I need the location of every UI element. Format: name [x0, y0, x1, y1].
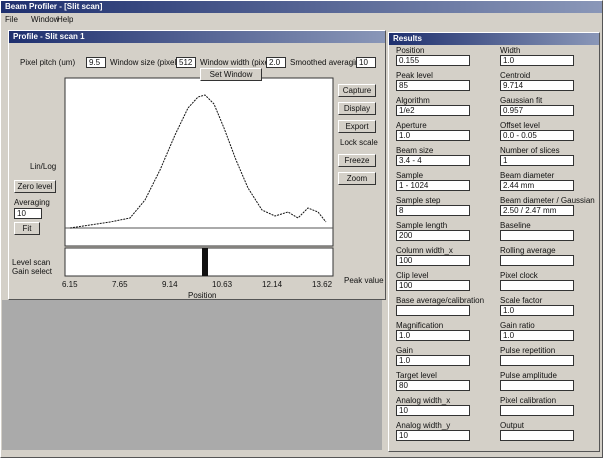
side-button[interactable]: Capture [338, 84, 376, 97]
field-label: Sample length [396, 221, 492, 230]
field-label: Width [500, 46, 596, 55]
control-input[interactable]: 2.0 [266, 57, 286, 68]
field-label: Peak level [396, 71, 492, 80]
averaging-label: Averaging [14, 198, 50, 207]
side-button[interactable]: Export [338, 120, 376, 133]
field-label: Baseline [500, 221, 596, 230]
field-input[interactable] [500, 430, 574, 441]
control-input[interactable]: 512 [176, 57, 196, 68]
side-button[interactable]: Freeze [338, 154, 376, 167]
field-label: Number of slices [500, 146, 596, 155]
x-tick-label: 9.14 [162, 280, 178, 289]
field-input[interactable]: 1.0 [500, 55, 574, 66]
field-input[interactable]: 2.50 / 2.47 mm [500, 205, 574, 216]
field-input[interactable]: 2.44 mm [500, 180, 574, 191]
x-tick-label: 6.15 [62, 280, 78, 289]
field-input[interactable] [500, 255, 574, 266]
level-label: Level scan Gain select [12, 258, 62, 276]
field-input[interactable] [500, 230, 574, 241]
field-label: Gaussian fit [500, 96, 596, 105]
field-input[interactable]: 85 [396, 80, 470, 91]
field-label: Target level [396, 371, 492, 380]
x-tick-label: 10.63 [212, 280, 232, 289]
control-label: Window width (pixels) [200, 58, 266, 67]
field-label: Scale factor [500, 296, 596, 305]
field-input[interactable]: 100 [396, 255, 470, 266]
field-input[interactable]: 80 [396, 380, 470, 391]
set-window-button[interactable]: Set Window [200, 68, 262, 81]
field-input[interactable]: 9.714 [500, 80, 574, 91]
field-label: Offset level [500, 121, 596, 130]
field-label: Pulse repetition [500, 346, 596, 355]
field-label: Beam size [396, 146, 492, 155]
x-tick-label: 13.62 [312, 280, 332, 289]
field-input[interactable]: 1.0 [396, 130, 470, 141]
field-input[interactable]: 1 [500, 155, 574, 166]
side-button[interactable]: Display [338, 102, 376, 115]
field-input[interactable]: 0.155 [396, 55, 470, 66]
field-label: Pixel calibration [500, 396, 596, 405]
field-label: Base average/calibration [396, 296, 492, 305]
field-label: Analog width_x [396, 396, 492, 405]
field-label: Beam diameter / Gaussian [500, 196, 596, 205]
lock-scale-label: Lock scale [340, 138, 378, 147]
field-label: Centroid [500, 71, 596, 80]
field-label: Gain [396, 346, 492, 355]
peak-label: Peak value [344, 276, 384, 285]
x-tick-label: 12.14 [262, 280, 282, 289]
x-tick-label: 7.65 [112, 280, 128, 289]
field-input[interactable]: 10 [396, 405, 470, 416]
field-input[interactable]: 8 [396, 205, 470, 216]
field-label: Clip level [396, 271, 492, 280]
screen: {"window": {"title": "Beam Profiler - [S… [0, 0, 603, 458]
field-input[interactable]: 1.0 [500, 305, 574, 316]
field-input[interactable] [500, 380, 574, 391]
field-input[interactable]: 1/e2 [396, 105, 470, 116]
field-input[interactable]: 100 [396, 280, 470, 291]
field-label: Magnification [396, 321, 492, 330]
field-input[interactable]: 1.0 [396, 330, 470, 341]
field-input[interactable]: 0.0 - 0.05 [500, 130, 574, 141]
x-axis-label: Position [188, 291, 216, 300]
field-input[interactable]: 200 [396, 230, 470, 241]
field-label: Beam diameter [500, 171, 596, 180]
field-label: Position [396, 46, 492, 55]
field-label: Sample [396, 171, 492, 180]
field-input[interactable] [500, 355, 574, 366]
field-input[interactable] [500, 280, 574, 291]
field-label: Pixel clock [500, 271, 596, 280]
field-input[interactable] [396, 305, 470, 316]
averaging-input[interactable]: 10 [14, 208, 42, 219]
field-label: Algorithm [396, 96, 492, 105]
field-input[interactable]: 1.0 [396, 355, 470, 366]
field-label: Gain ratio [500, 321, 596, 330]
field-input[interactable]: 1 - 1024 [396, 180, 470, 191]
control-input[interactable]: 10 [356, 57, 376, 68]
field-label: Sample step [396, 196, 492, 205]
field-label: Column width_x [396, 246, 492, 255]
control-label: Window size (pixels) [110, 58, 176, 67]
field-label: Output [500, 421, 596, 430]
field-label: Aperture [396, 121, 492, 130]
field-label: Rolling average [500, 246, 596, 255]
control-input[interactable]: 9.5 [86, 57, 106, 68]
field-input[interactable]: 3.4 - 4 [396, 155, 470, 166]
side-button[interactable]: Zoom [338, 172, 376, 185]
field-label: Pulse amplitude [500, 371, 596, 380]
zero-button[interactable]: Zero level [14, 180, 56, 193]
field-input[interactable]: 1.0 [500, 330, 574, 341]
field-input[interactable] [500, 405, 574, 416]
field-input[interactable]: 0.957 [500, 105, 574, 116]
control-label: Smoothed averaging % [290, 58, 356, 67]
control-label: Pixel pitch (um) [20, 58, 86, 67]
lin-log-label: Lin/Log [30, 162, 56, 171]
field-input[interactable]: 10 [396, 430, 470, 441]
overlay: Pixel pitch (um)9.5 Window size (pixels)5… [0, 0, 603, 458]
fit-button[interactable]: Fit [14, 222, 40, 235]
field-label: Analog width_y [396, 421, 492, 430]
